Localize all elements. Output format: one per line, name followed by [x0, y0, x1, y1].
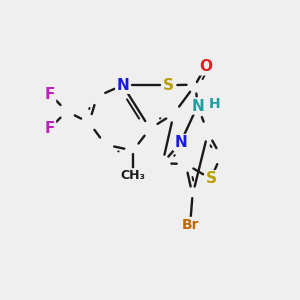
Text: S: S — [163, 78, 174, 93]
Text: Br: Br — [182, 218, 199, 232]
Text: O: O — [199, 59, 212, 74]
Text: N: N — [191, 98, 204, 113]
Text: CH₃: CH₃ — [121, 169, 146, 182]
Text: N: N — [116, 78, 129, 93]
Text: S: S — [206, 171, 216, 186]
Text: F: F — [45, 87, 55, 102]
Text: F: F — [45, 121, 55, 136]
Text: H: H — [209, 97, 220, 111]
Text: N: N — [174, 135, 187, 150]
